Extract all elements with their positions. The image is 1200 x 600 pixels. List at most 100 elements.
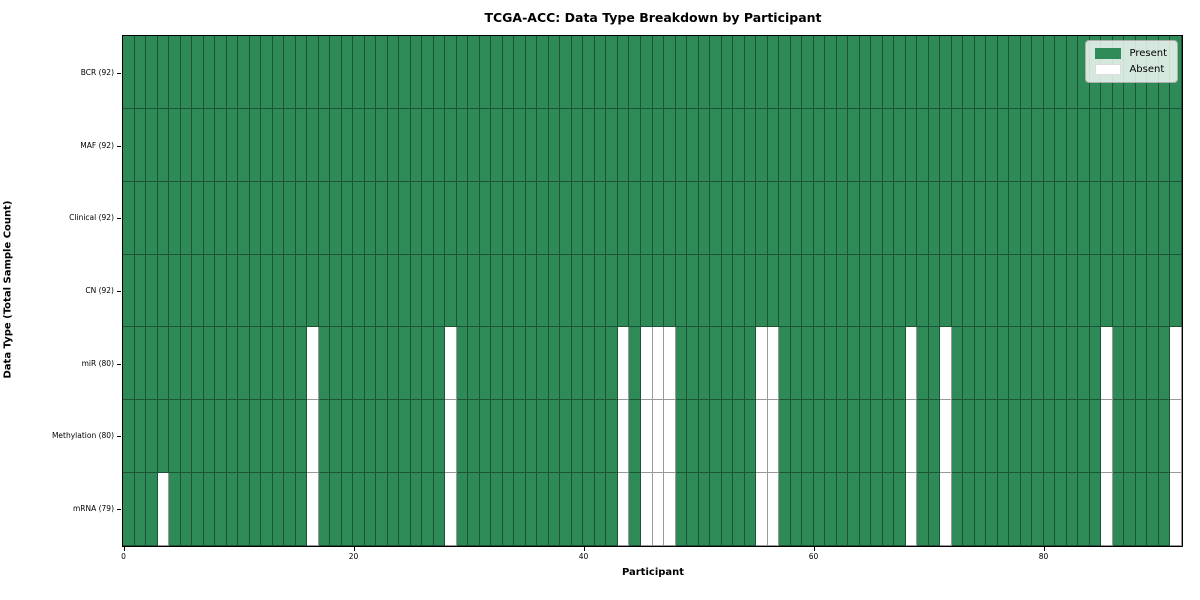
- heatmap-cell: [249, 473, 262, 546]
- heatmap-cell: [134, 181, 147, 255]
- heatmap-cell: [790, 400, 803, 474]
- heatmap-cell: [583, 327, 595, 401]
- heatmap-cell: [997, 473, 1010, 546]
- heatmap-cell: [825, 36, 837, 109]
- heatmap-cell: [606, 400, 618, 474]
- heatmap-cell: [940, 36, 952, 109]
- heatmap-cell: [894, 108, 906, 182]
- heatmap-cell: [330, 254, 342, 328]
- heatmap-cell: [514, 181, 526, 255]
- heatmap-cell: [767, 400, 780, 474]
- heatmap-cell: [905, 400, 918, 474]
- heatmap-cell: [387, 473, 400, 546]
- heatmap-cell: [399, 108, 411, 182]
- heatmap-cell: [514, 36, 526, 109]
- heatmap-cell: [997, 181, 1010, 255]
- heatmap-cell: [594, 327, 607, 401]
- heatmap-cell: [894, 473, 906, 546]
- heatmap-cell: [157, 473, 170, 546]
- heatmap-cell: [249, 36, 262, 109]
- heatmap-cell: [238, 473, 250, 546]
- heatmap-cell: [433, 181, 446, 255]
- heatmap-cell: [710, 36, 722, 109]
- heatmap-cell: [1147, 108, 1159, 182]
- heatmap-cell: [479, 400, 492, 474]
- heatmap-cell: [687, 108, 699, 182]
- heatmap-cell: [134, 36, 147, 109]
- heatmap-cell: [146, 473, 158, 546]
- heatmap-cell: [583, 181, 595, 255]
- heatmap-cell: [733, 254, 745, 328]
- y-tick-mark: [117, 218, 121, 220]
- heatmap-cell: [295, 36, 308, 109]
- heatmap-cell: [767, 473, 780, 546]
- heatmap-cell: [422, 327, 434, 401]
- y-tick-label: BCR (92): [80, 67, 114, 77]
- heatmap-cell: [341, 400, 354, 474]
- heatmap-cell: [468, 473, 480, 546]
- heatmap-cell: [687, 400, 699, 474]
- heatmap-cell: [123, 400, 135, 474]
- heatmap-cell: [675, 400, 688, 474]
- heatmap-cell: [295, 400, 308, 474]
- heatmap-cell: [721, 181, 734, 255]
- heatmap-cell: [871, 36, 883, 109]
- heatmap-cell: [1055, 473, 1067, 546]
- heatmap-cell: [376, 400, 388, 474]
- heatmap-cell: [756, 181, 768, 255]
- heatmap-cell: [571, 181, 584, 255]
- heatmap-cell: [687, 36, 699, 109]
- heatmap-cell: [963, 181, 975, 255]
- heatmap-cell: [710, 254, 722, 328]
- heatmap-cell: [583, 473, 595, 546]
- heatmap-cell: [1124, 254, 1136, 328]
- heatmap-cell: [1009, 36, 1021, 109]
- heatmap-cell: [169, 473, 181, 546]
- heatmap-cell: [284, 36, 296, 109]
- heatmap-cell: [226, 108, 239, 182]
- heatmap-cell: [802, 36, 814, 109]
- heatmap-cell: [617, 473, 630, 546]
- heatmap-cell: [905, 181, 918, 255]
- heatmap-cell: [652, 181, 664, 255]
- legend-item-present: Present: [1095, 48, 1167, 59]
- heatmap-cell: [594, 181, 607, 255]
- heatmap-cell: [491, 254, 503, 328]
- heatmap-cell: [1089, 400, 1102, 474]
- heatmap-cell: [456, 108, 469, 182]
- heatmap-cell: [571, 254, 584, 328]
- heatmap-cell: [1158, 327, 1171, 401]
- heatmap-cell: [790, 254, 803, 328]
- heatmap-cell: [284, 254, 296, 328]
- heatmap-cell: [617, 254, 630, 328]
- heatmap-cell: [1043, 400, 1056, 474]
- heatmap-cell: [1124, 108, 1136, 182]
- heatmap-cell: [744, 108, 757, 182]
- heatmap-cell: [134, 400, 147, 474]
- heatmap-cell: [848, 36, 860, 109]
- heatmap-cell: [917, 473, 929, 546]
- heatmap-cell: [571, 108, 584, 182]
- heatmap-cell: [1055, 36, 1067, 109]
- heatmap-cell: [525, 327, 538, 401]
- heatmap-cell: [180, 254, 193, 328]
- heatmap-cell: [606, 327, 618, 401]
- heatmap-cell: [905, 108, 918, 182]
- heatmap-cell: [192, 108, 204, 182]
- heatmap-cell: [284, 181, 296, 255]
- heatmap-cell: [157, 254, 170, 328]
- heatmap-cell: [802, 400, 814, 474]
- heatmap-cell: [226, 181, 239, 255]
- heatmap-cell: [1043, 254, 1056, 328]
- heatmap-cell: [733, 327, 745, 401]
- heatmap-cell: [399, 36, 411, 109]
- heatmap-cell: [456, 327, 469, 401]
- heatmap-cell: [537, 327, 549, 401]
- heatmap-cell: [790, 36, 803, 109]
- heatmap-cell: [629, 473, 641, 546]
- heatmap-cell: [779, 36, 791, 109]
- heatmap-cell: [640, 108, 653, 182]
- heatmap-cell: [1101, 327, 1113, 401]
- heatmap-cell: [617, 400, 630, 474]
- heatmap-cell: [1135, 400, 1148, 474]
